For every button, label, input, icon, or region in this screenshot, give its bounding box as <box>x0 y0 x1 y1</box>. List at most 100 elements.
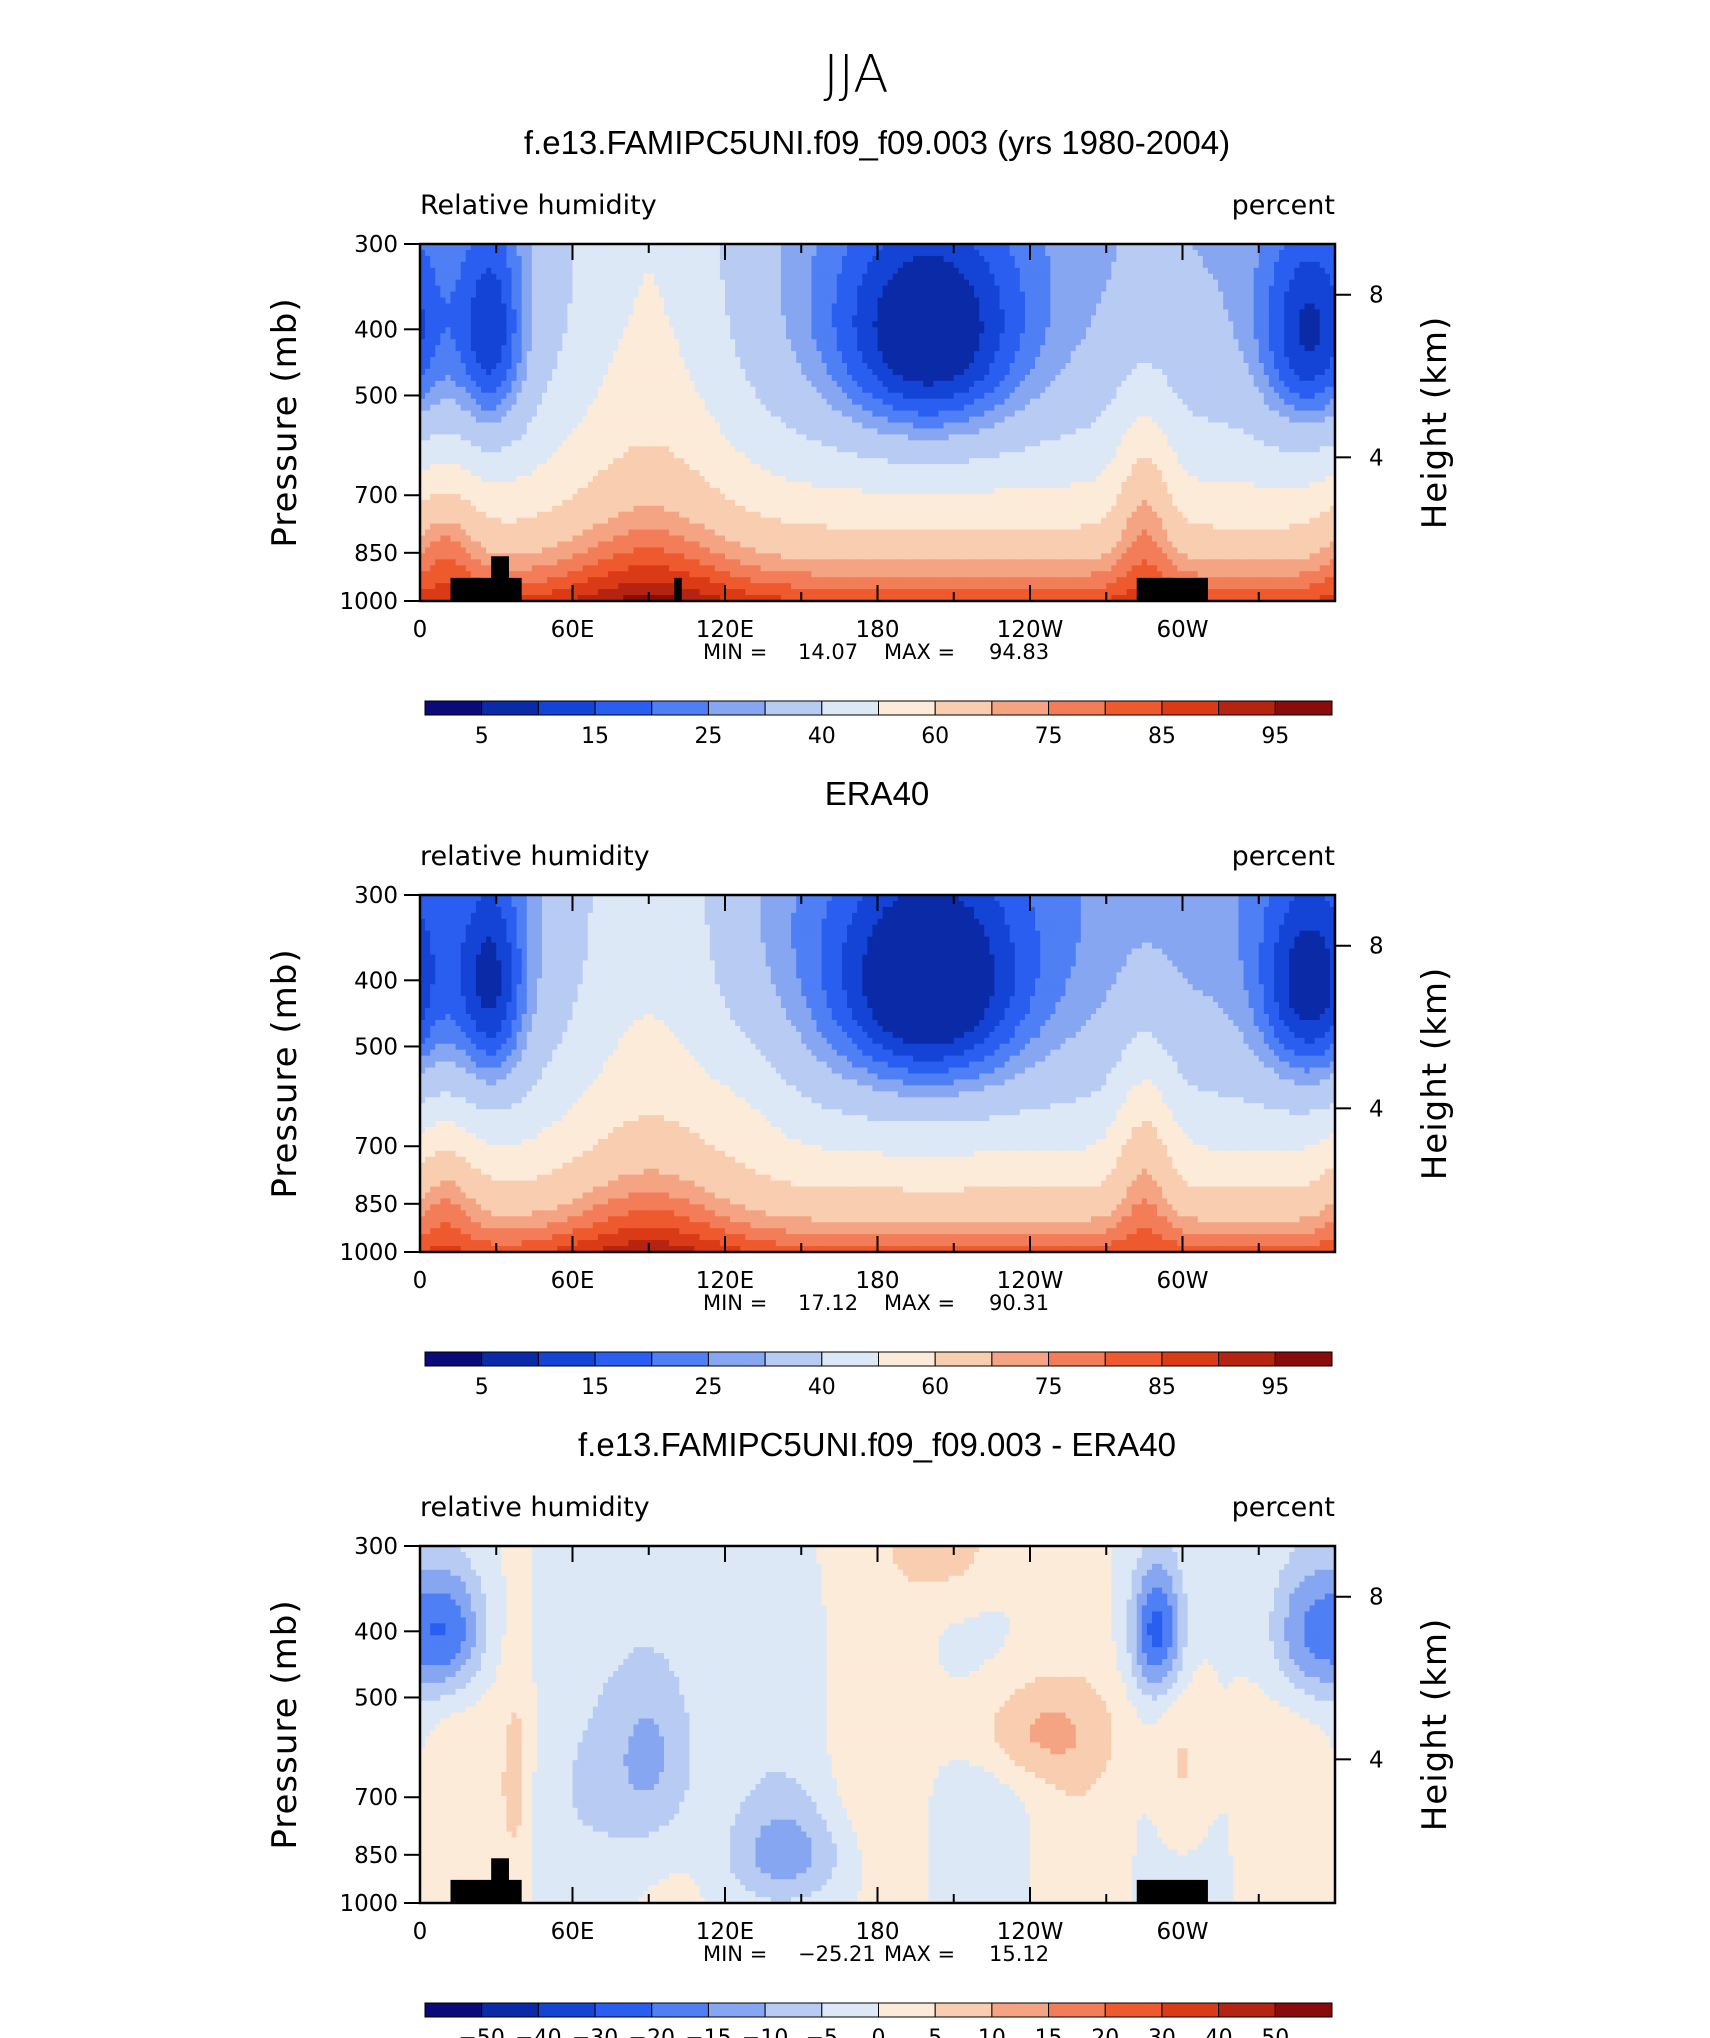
field-cell <box>1208 357 1214 364</box>
field-cell <box>1218 304 1224 311</box>
field-cell <box>1325 345 1331 352</box>
field-cell <box>1289 250 1295 257</box>
field-cell <box>745 298 751 305</box>
field-cell <box>888 262 894 269</box>
field-cell <box>959 274 965 281</box>
field-cell <box>440 333 446 340</box>
field-cell <box>786 339 792 346</box>
field-cell <box>1045 315 1051 322</box>
field-cell <box>603 339 609 346</box>
field-cell <box>1096 351 1102 358</box>
field-cell <box>1238 333 1244 340</box>
field-cell <box>1167 333 1173 340</box>
field-cell <box>1320 363 1326 370</box>
field-cell <box>1081 369 1087 376</box>
field-cell <box>791 250 797 257</box>
field-cell <box>700 309 706 316</box>
field-cell <box>1040 292 1046 299</box>
field-cell <box>1279 333 1285 340</box>
field-cell <box>1055 274 1061 281</box>
field-cell <box>618 351 624 358</box>
field-cell <box>918 309 924 316</box>
field-cell <box>878 327 884 334</box>
field-cell <box>1111 345 1117 352</box>
field-cell <box>969 333 975 340</box>
field-cell <box>613 321 619 328</box>
field-cell <box>725 345 731 352</box>
field-cell <box>1299 262 1305 269</box>
field-cell <box>527 274 533 281</box>
field-cell <box>1071 363 1077 370</box>
field-cell <box>1259 274 1265 281</box>
field-cell <box>1152 274 1158 281</box>
field-cell <box>1076 339 1082 346</box>
field-cell <box>1188 256 1194 263</box>
field-cell <box>1223 309 1229 316</box>
field-cell <box>954 280 960 287</box>
field-cell <box>537 298 543 305</box>
field-cell <box>532 304 538 311</box>
field-cell <box>710 304 716 311</box>
field-cell <box>923 345 929 352</box>
field-cell <box>1142 262 1148 269</box>
field-cell <box>649 321 655 328</box>
field-cell <box>964 292 970 299</box>
field-cell <box>506 256 512 263</box>
field-cell <box>618 357 624 364</box>
field-cell <box>832 327 838 334</box>
field-cell <box>1208 274 1214 281</box>
field-cell <box>1299 357 1305 364</box>
field-cell <box>974 292 980 299</box>
field-cell <box>1203 304 1209 311</box>
field-cell <box>908 339 914 346</box>
field-cell <box>573 298 579 305</box>
field-cell <box>593 327 599 334</box>
field-cell <box>700 327 706 334</box>
field-cell <box>1183 292 1189 299</box>
field-cell <box>1269 280 1275 287</box>
field-cell <box>923 286 929 293</box>
field-cell <box>888 351 894 358</box>
field-cell <box>664 304 670 311</box>
field-cell <box>1030 292 1036 299</box>
field-cell <box>918 339 924 346</box>
field-cell <box>689 286 695 293</box>
field-cell <box>1183 298 1189 305</box>
field-cell <box>1320 262 1326 269</box>
field-cell <box>532 339 538 346</box>
field-cell <box>1035 315 1041 322</box>
field-cell <box>730 327 736 334</box>
field-cell <box>512 309 518 316</box>
field-cell <box>634 309 640 316</box>
field-cell <box>1259 357 1265 364</box>
field-cell <box>766 345 772 352</box>
field-cell <box>954 315 960 322</box>
field-cell <box>634 262 640 269</box>
field-cell <box>1066 250 1072 257</box>
field-cell <box>425 321 431 328</box>
field-cell <box>628 268 634 275</box>
field-cell <box>791 256 797 263</box>
field-cell <box>542 333 548 340</box>
field-cell <box>1127 315 1133 322</box>
field-cell <box>506 375 512 382</box>
field-cell <box>598 304 604 311</box>
field-cell <box>750 327 756 334</box>
field-cell <box>994 339 1000 346</box>
field-cell <box>1101 351 1107 358</box>
field-cell <box>1193 357 1199 364</box>
field-cell <box>745 304 751 311</box>
field-cell <box>933 351 939 358</box>
field-cell <box>1310 327 1316 334</box>
field-cell <box>1137 357 1143 364</box>
field-cell <box>878 363 884 370</box>
field-cell <box>1091 250 1097 257</box>
field-cell <box>1000 292 1006 299</box>
field-cell <box>1320 268 1326 275</box>
field-cell <box>949 292 955 299</box>
field-cell <box>872 268 878 275</box>
field-cell <box>593 369 599 376</box>
field-cell <box>928 363 934 370</box>
field-cell <box>547 315 553 322</box>
field-cell <box>801 256 807 263</box>
